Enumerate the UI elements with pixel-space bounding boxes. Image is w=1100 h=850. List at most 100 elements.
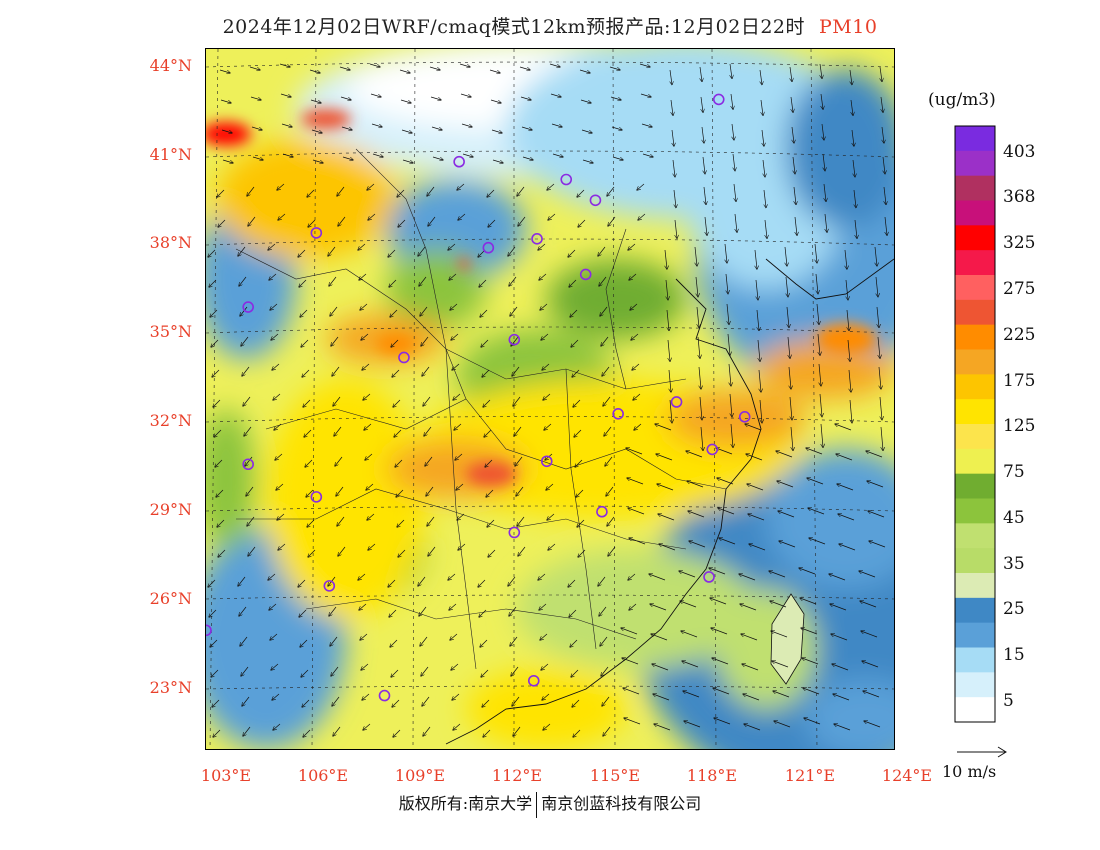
wind-arrow	[277, 513, 285, 520]
wind-arrow	[650, 604, 667, 611]
wind-arrow	[681, 631, 698, 638]
wind-arrow	[598, 576, 606, 586]
wind-arrow	[217, 519, 225, 527]
wind-arrow	[705, 216, 707, 235]
wind-arrow	[761, 99, 763, 115]
wind-arrow	[302, 699, 310, 707]
wind-arrow	[479, 609, 487, 617]
wind-arrow	[388, 579, 396, 587]
lat-label: 41°N	[149, 145, 192, 164]
wind-arrow	[481, 669, 489, 677]
colorbar-segment	[955, 647, 995, 673]
wind-arrow	[508, 246, 516, 256]
wind-arrow	[785, 246, 787, 266]
colorbar-segment	[955, 126, 995, 152]
wind-arrow	[358, 573, 366, 580]
wind-arrow	[521, 126, 532, 130]
title-pollutant: PM10	[819, 16, 878, 38]
wind-arrow	[641, 123, 652, 127]
wind-arrow	[432, 156, 443, 160]
wind-arrow	[238, 246, 246, 256]
wind-arrow	[847, 309, 849, 331]
city-marker	[531, 233, 543, 245]
wind-arrow	[605, 456, 613, 466]
colorbar-segment	[955, 399, 995, 425]
wind-arrow	[479, 279, 487, 287]
wind-arrow	[846, 279, 848, 300]
wind-arrow	[244, 426, 252, 436]
wind-arrow	[883, 156, 885, 174]
wind-arrow	[336, 486, 344, 496]
wind-arrow	[548, 213, 556, 220]
wind-arrow	[306, 489, 314, 497]
wind-arrow	[852, 129, 854, 146]
wind-arrow	[831, 634, 848, 641]
wind-arrow	[450, 303, 458, 310]
wind-arrow	[821, 423, 823, 447]
wind-arrow	[518, 546, 526, 556]
wind-arrow	[209, 609, 217, 617]
wind-arrow	[573, 399, 581, 407]
colorbar-segment	[955, 622, 995, 648]
wind-arrow	[482, 699, 490, 707]
wind-arrow	[861, 631, 878, 638]
city-marker	[242, 458, 254, 471]
wind-arrow	[212, 699, 220, 707]
wind-arrow	[513, 396, 521, 406]
wind-arrow	[788, 336, 790, 358]
wind-arrow	[210, 309, 218, 317]
colorbar-label: 45	[1003, 508, 1025, 528]
wind-arrow	[389, 609, 397, 617]
wind-arrow	[489, 69, 500, 73]
wind-arrow	[602, 696, 610, 706]
wind-arrow	[734, 183, 736, 201]
wind-arrow	[340, 96, 351, 100]
wind-arrow	[725, 243, 727, 263]
wind-arrow	[835, 424, 852, 431]
wind-arrow	[339, 66, 350, 70]
wind-arrow	[578, 219, 586, 227]
wind-arrow	[670, 69, 672, 85]
colorbar-label: 35	[1003, 554, 1025, 574]
colorbar-segment	[955, 597, 995, 624]
wind-arrow	[642, 153, 653, 157]
wind-arrow	[269, 603, 277, 610]
wind-arrow	[215, 459, 223, 467]
wind-arrow	[818, 333, 820, 355]
wind-arrow	[601, 336, 609, 346]
wind-arrow	[551, 123, 562, 127]
wind-arrow	[457, 513, 465, 520]
wind-arrow	[212, 369, 220, 377]
wind-arrow	[686, 451, 703, 458]
pm10-map[interactable]	[205, 48, 895, 750]
wind-arrow	[427, 186, 435, 196]
wind-arrow	[809, 538, 826, 545]
wind-arrow	[833, 694, 850, 701]
wind-arrow	[391, 669, 399, 677]
wind-arrow	[221, 129, 232, 133]
copyright: 版权所有:南京大学 南京创蓝科技有限公司	[0, 790, 1100, 818]
wind-arrow	[308, 219, 316, 227]
wind-arrow	[540, 633, 548, 640]
wind-arrow	[418, 576, 426, 586]
wind-arrow	[488, 549, 496, 557]
wind-arrow	[838, 514, 855, 521]
wind-arrow	[779, 541, 796, 548]
city-marker	[398, 351, 410, 364]
wind-arrow	[520, 96, 531, 100]
wind-arrow	[759, 369, 761, 392]
wind-arrow	[367, 513, 375, 520]
wind-vectors	[208, 63, 887, 737]
wind-arrow	[449, 603, 457, 610]
wind-arrow	[885, 216, 887, 235]
wind-arrow	[679, 571, 696, 578]
wind-arrow	[299, 609, 307, 617]
wind-arrow	[570, 639, 578, 647]
wind-arrow	[513, 726, 521, 736]
lon-label: 115°E	[589, 766, 641, 785]
wind-arrow	[399, 69, 410, 73]
wind-arrow	[341, 126, 352, 130]
wind-arrow	[730, 393, 732, 417]
wind-arrow	[369, 63, 380, 67]
wind-arrow	[425, 456, 433, 466]
